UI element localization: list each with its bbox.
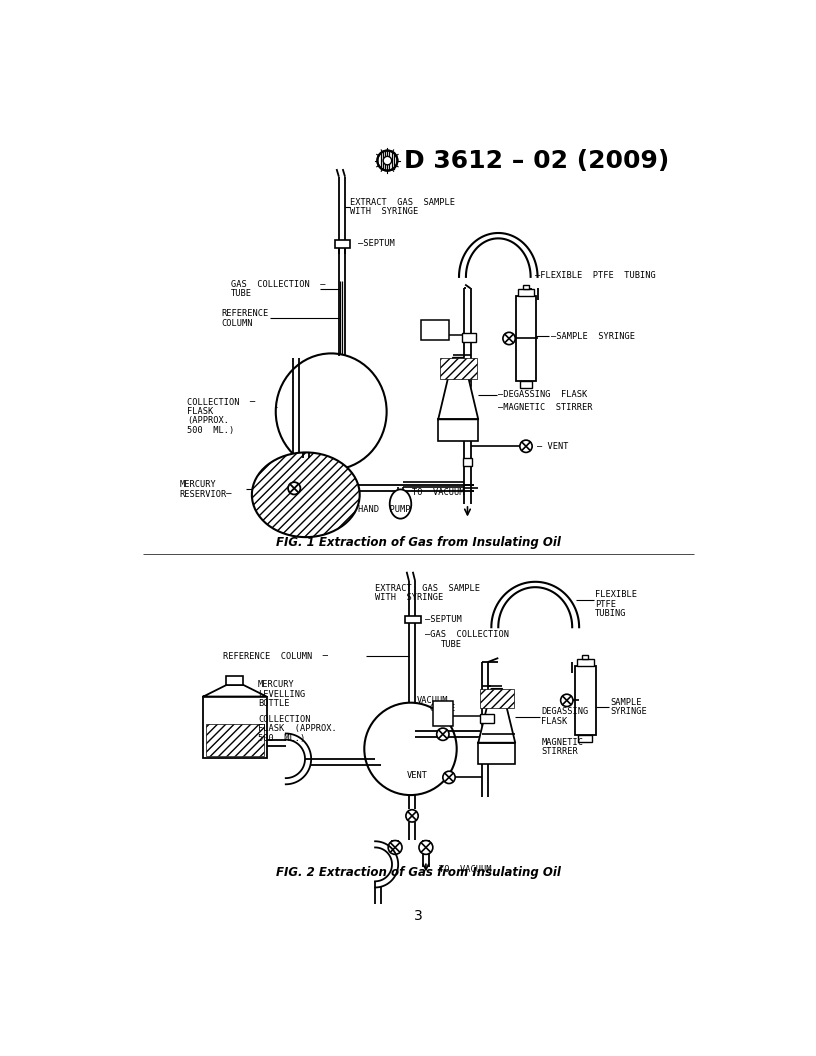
Text: 500  ML.): 500 ML.): [187, 426, 234, 435]
Text: —SEPTUM: —SEPTUM: [358, 240, 395, 248]
Text: —FLEXIBLE  PTFE  TUBING: —FLEXIBLE PTFE TUBING: [535, 270, 656, 280]
Text: 3: 3: [414, 909, 423, 923]
Text: (APPROX.: (APPROX.: [187, 416, 229, 426]
Circle shape: [384, 156, 392, 165]
Polygon shape: [203, 685, 267, 697]
Circle shape: [561, 694, 573, 706]
Bar: [206, 724, 264, 756]
Bar: [582, 655, 588, 659]
Circle shape: [437, 728, 449, 740]
Bar: [516, 296, 536, 381]
Text: MAGNETIC: MAGNETIC: [541, 738, 583, 748]
Text: WITH  SYRINGE: WITH SYRINGE: [350, 207, 419, 215]
Bar: [405, 616, 420, 623]
Text: GAUGE: GAUGE: [430, 704, 456, 714]
Bar: [577, 659, 594, 665]
Text: RESERVIOR─: RESERVIOR─: [180, 490, 232, 498]
Text: D 3612 – 02 (2009): D 3612 – 02 (2009): [405, 149, 670, 172]
Circle shape: [388, 841, 402, 854]
Circle shape: [406, 810, 419, 822]
Text: —MAGNETIC  STIRRER: —MAGNETIC STIRRER: [499, 403, 592, 412]
Text: TUBE: TUBE: [441, 640, 462, 648]
Bar: [203, 697, 267, 758]
Text: PTFE: PTFE: [596, 600, 616, 608]
Bar: [579, 735, 592, 742]
Ellipse shape: [364, 702, 457, 795]
Text: BOTTLE: BOTTLE: [258, 699, 290, 708]
Text: TUBE: TUBE: [231, 289, 252, 298]
Bar: [462, 333, 476, 342]
Text: —SEPTUM: —SEPTUM: [425, 615, 462, 624]
Circle shape: [419, 841, 432, 854]
Text: FLASK: FLASK: [187, 408, 214, 416]
Bar: [432, 701, 453, 725]
Ellipse shape: [252, 452, 360, 538]
Text: REFERENCE: REFERENCE: [221, 309, 268, 318]
Bar: [478, 742, 515, 765]
Text: MERCURY: MERCURY: [180, 480, 216, 489]
Text: GAUGE: GAUGE: [433, 710, 452, 715]
Bar: [480, 714, 494, 722]
Text: COLUMN: COLUMN: [221, 319, 253, 327]
Text: EXTRACT  GAS  SAMPLE: EXTRACT GAS SAMPLE: [375, 584, 480, 593]
Text: GAUGE: GAUGE: [426, 329, 445, 335]
Text: VACUUM: VACUUM: [432, 703, 454, 709]
Bar: [518, 289, 534, 296]
Text: VENT: VENT: [406, 771, 428, 780]
Bar: [421, 320, 449, 340]
Text: —SAMPLE  SYRINGE: —SAMPLE SYRINGE: [551, 332, 635, 341]
Circle shape: [377, 151, 397, 171]
Text: — VENT: — VENT: [537, 441, 568, 451]
Polygon shape: [438, 358, 478, 419]
Text: COLLECTION  ─: COLLECTION ─: [187, 398, 255, 407]
Text: TO  VACUUM: TO VACUUM: [439, 865, 491, 873]
Bar: [520, 381, 532, 388]
Text: GAS  COLLECTION  —: GAS COLLECTION —: [231, 280, 326, 289]
Text: EXTRACT  GAS  SAMPLE: EXTRACT GAS SAMPLE: [350, 197, 455, 207]
Text: REFERENCE  COLUMN  ─: REFERENCE COLUMN ─: [224, 652, 328, 661]
Circle shape: [443, 771, 455, 784]
Text: FLASK: FLASK: [541, 717, 568, 725]
Bar: [335, 240, 350, 247]
Bar: [574, 665, 596, 735]
Ellipse shape: [390, 489, 411, 518]
Text: VACUUM: VACUUM: [417, 696, 449, 704]
Text: DEGASSING: DEGASSING: [541, 708, 588, 716]
Bar: [523, 285, 529, 289]
Text: COLLECTION: COLLECTION: [258, 715, 311, 724]
Text: SAMPLE: SAMPLE: [610, 698, 642, 708]
Text: STIRRER: STIRRER: [541, 748, 579, 756]
Bar: [438, 419, 478, 441]
Text: FIG. 2 Extraction of Gas from Insulating Oil: FIG. 2 Extraction of Gas from Insulating…: [276, 866, 561, 879]
Polygon shape: [478, 689, 515, 742]
Text: HAND  PUMP: HAND PUMP: [358, 505, 410, 514]
Ellipse shape: [276, 354, 387, 470]
Text: WITH  SYRINGE: WITH SYRINGE: [375, 593, 443, 603]
Text: FLEXIBLE: FLEXIBLE: [596, 590, 637, 600]
Bar: [227, 676, 243, 685]
Circle shape: [288, 483, 300, 494]
Text: —GAS  COLLECTION: —GAS COLLECTION: [425, 630, 509, 640]
Circle shape: [503, 333, 515, 344]
Bar: [440, 358, 477, 379]
Text: 500  ML.): 500 ML.): [258, 734, 305, 742]
Bar: [480, 689, 514, 708]
Text: TO  VACUUM: TO VACUUM: [412, 488, 464, 497]
Text: SYRINGE: SYRINGE: [610, 708, 647, 716]
Text: TUBING: TUBING: [596, 609, 627, 618]
Circle shape: [520, 440, 532, 452]
Text: FIG. 1 Extraction of Gas from Insulating Oil: FIG. 1 Extraction of Gas from Insulating…: [276, 536, 561, 549]
Text: VACUUM: VACUUM: [424, 323, 446, 328]
Text: FLASK  (APPROX.: FLASK (APPROX.: [258, 724, 337, 733]
Bar: [463, 458, 472, 466]
Text: MERCURY: MERCURY: [258, 680, 295, 690]
Text: —DEGASSING  FLASK: —DEGASSING FLASK: [499, 390, 588, 399]
Text: LEVELLING: LEVELLING: [258, 690, 305, 699]
